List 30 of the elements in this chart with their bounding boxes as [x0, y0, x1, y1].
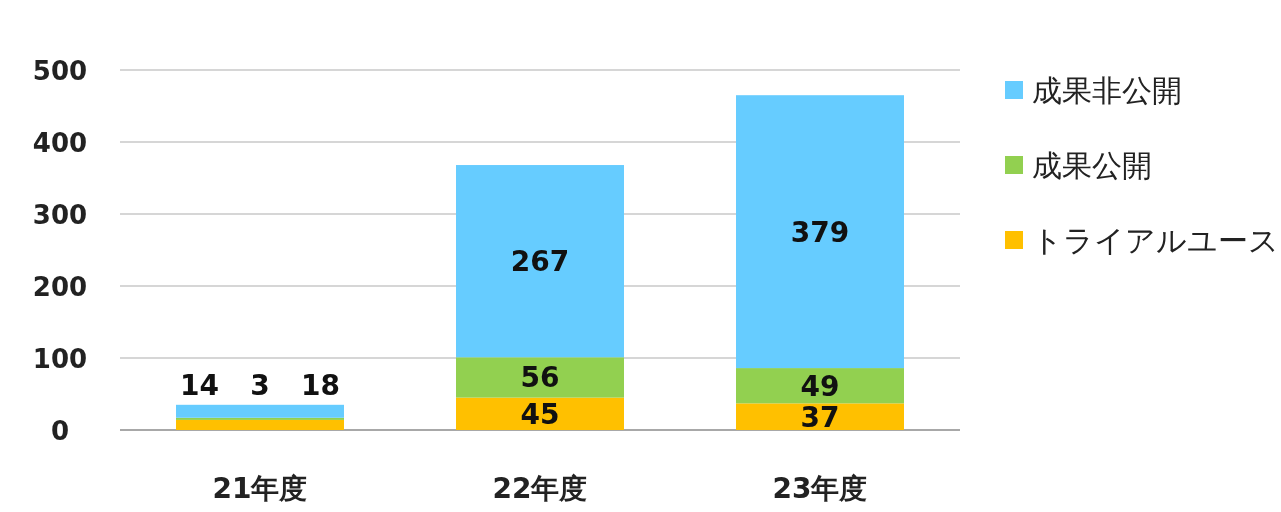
data-label: 3: [250, 368, 270, 402]
bar: [736, 403, 904, 430]
data-label: 379: [790, 215, 850, 249]
legend-label: 成果非公開: [1032, 73, 1182, 108]
y-tick-label: 400: [32, 128, 88, 158]
x-tick-label: 21年度: [212, 472, 308, 505]
bar: [736, 368, 904, 404]
x-tick-label: 22年度: [492, 472, 588, 505]
data-label: 49: [800, 369, 840, 403]
data-label: 45: [520, 397, 560, 431]
y-tick-label: 0: [50, 416, 70, 446]
data-label: 14: [180, 368, 219, 402]
bar: [456, 165, 624, 358]
bar: [456, 397, 624, 430]
bar: [176, 417, 344, 420]
data-label: 18: [301, 368, 340, 402]
y-tick-label: 100: [32, 344, 88, 374]
bar: [176, 419, 344, 430]
data-label: 56: [520, 361, 560, 395]
legend-label: 成果公開: [1032, 148, 1152, 183]
x-tick-label: 23年度: [772, 472, 868, 505]
legend-label: トライアルユース: [1032, 223, 1279, 258]
y-tick-label: 200: [32, 272, 88, 302]
bar: [176, 404, 344, 418]
bar: [736, 95, 904, 369]
y-tick-label: 500: [32, 56, 88, 86]
data-label: 37: [800, 400, 840, 434]
y-tick-label: 300: [32, 200, 88, 230]
bar: [456, 357, 624, 398]
data-label: 267: [510, 245, 570, 279]
